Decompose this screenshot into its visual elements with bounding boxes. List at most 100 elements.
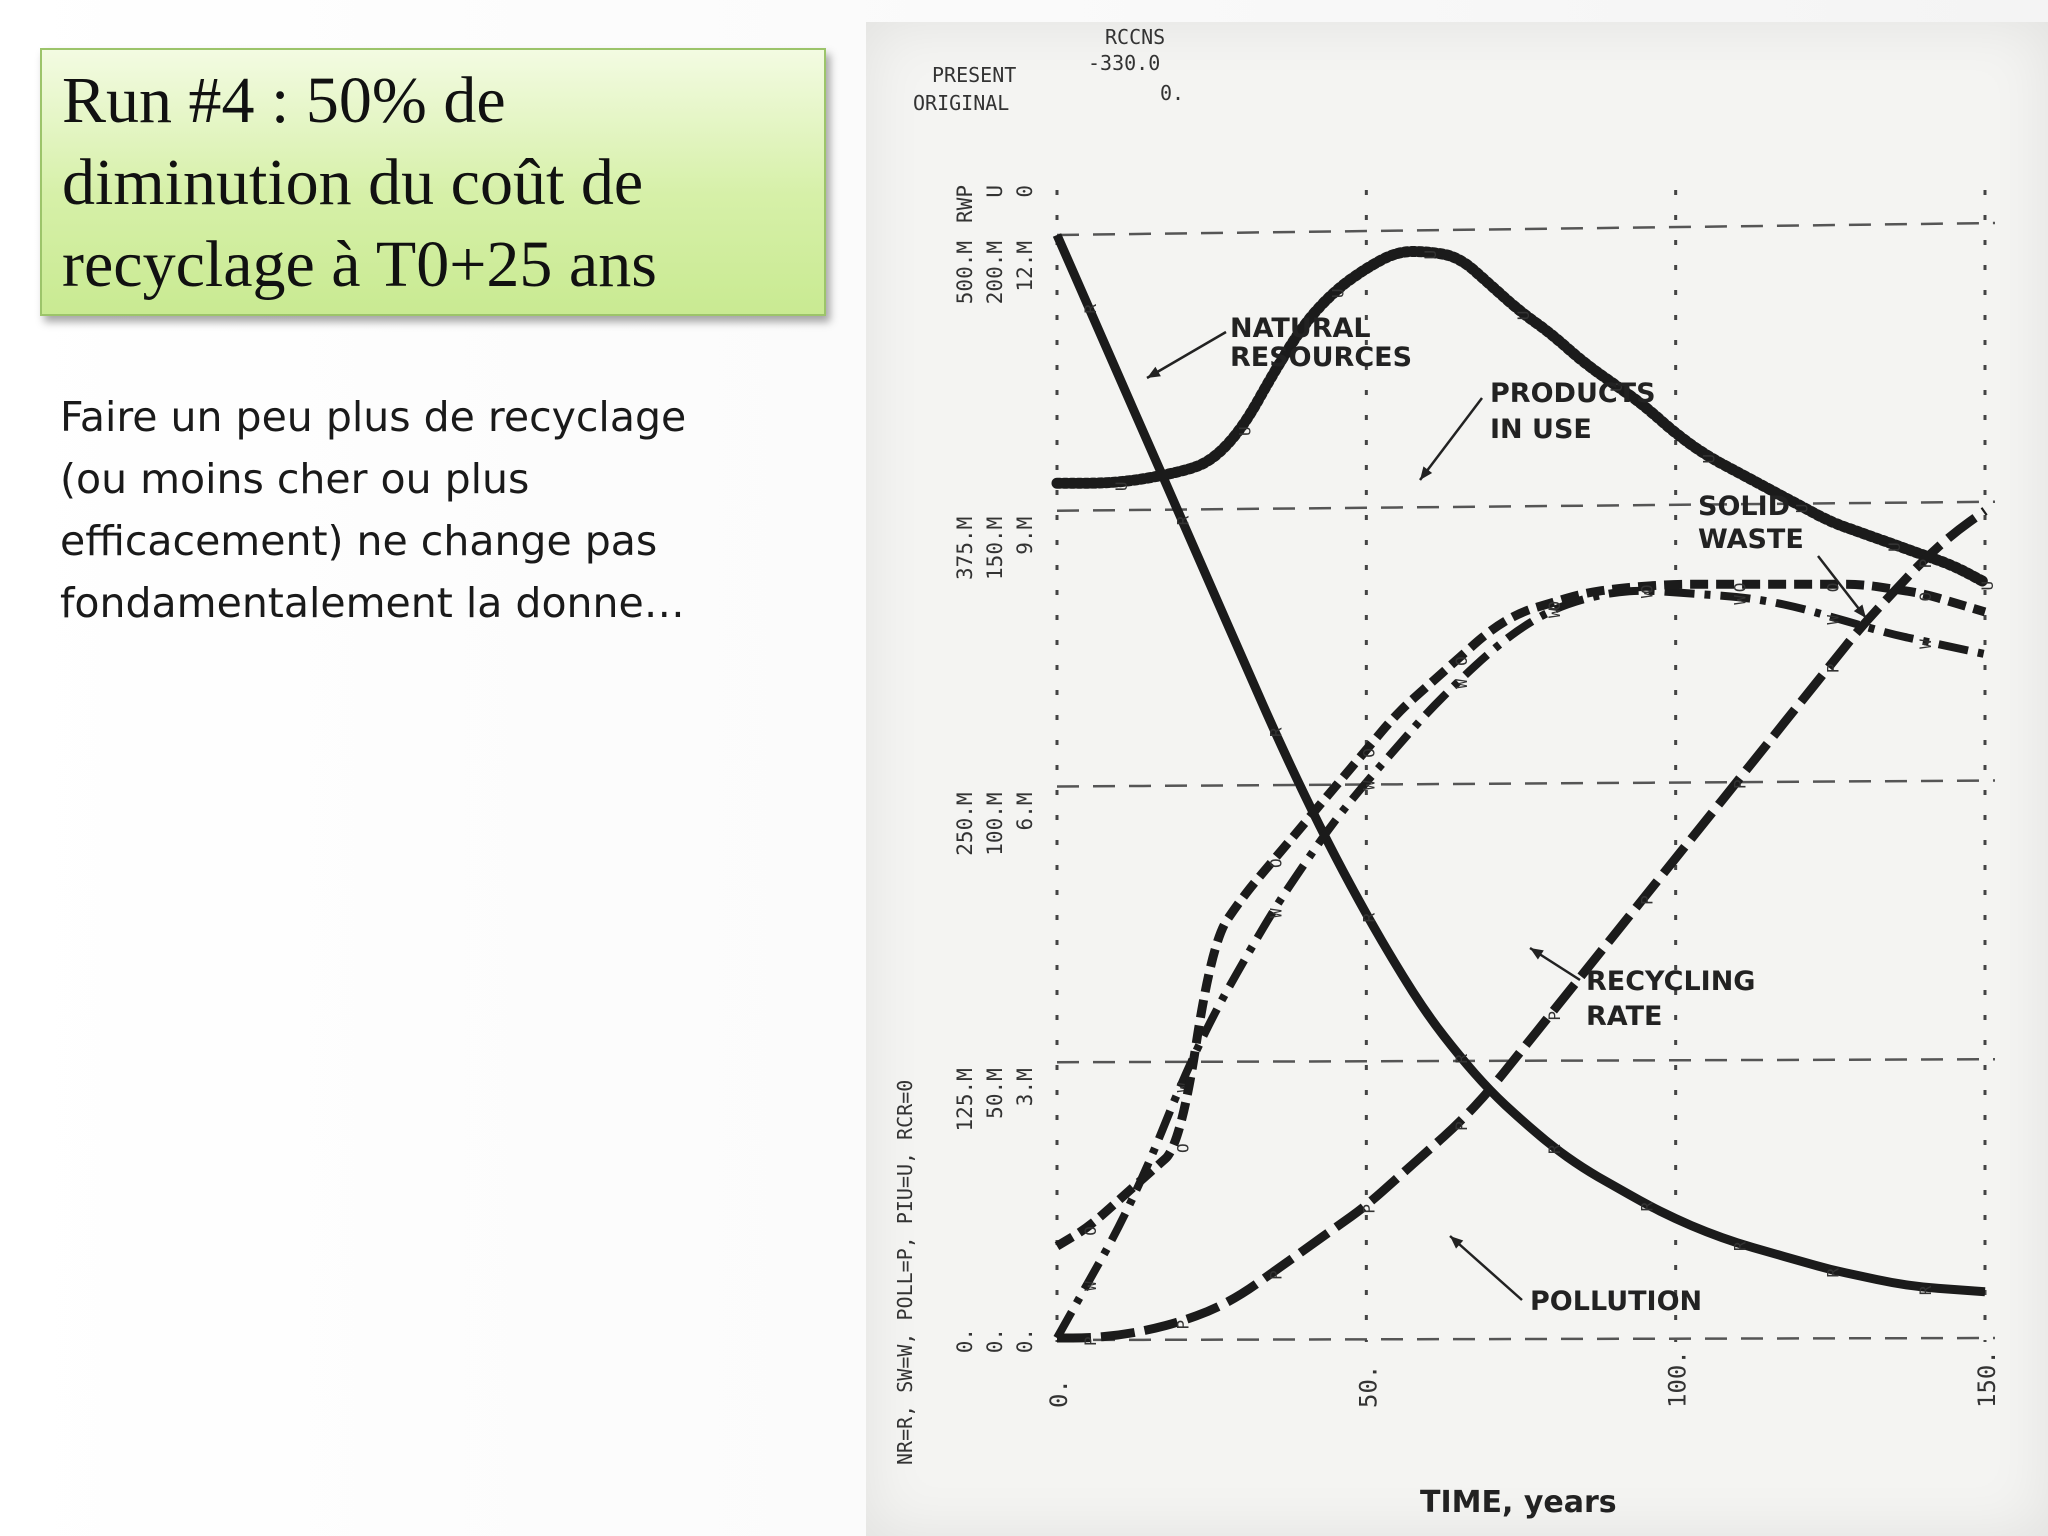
leader-line-2	[1817, 555, 1867, 619]
x-tick-label: 150.	[1973, 1350, 2001, 1408]
x-tick-label: 100.	[1664, 1350, 1692, 1408]
series-marker: U	[1236, 426, 1255, 436]
y-unit-label: U	[983, 185, 1007, 198]
x-tick-label: 50.	[1354, 1365, 1382, 1408]
y-tick-label: 6.M	[1013, 793, 1037, 831]
header-param: RCCNS	[1105, 25, 1165, 49]
slide-title: Run #4 : 50% de diminution du coût de re…	[62, 64, 657, 301]
leader-arrowhead-0	[1147, 366, 1161, 378]
y-legend: NR=R, SW=W, POLL=P, PIU=U, RCR=0	[893, 1080, 917, 1465]
series-marker: W	[1267, 908, 1286, 918]
y-unit-label: 0	[1013, 185, 1037, 198]
label-recycling-rate-2: RATE	[1586, 1001, 1662, 1032]
series-marker: W	[1452, 679, 1471, 689]
series-marker: O	[1638, 584, 1657, 594]
series-marker: W	[1174, 1082, 1193, 1092]
y-tick-label: 150.M	[983, 517, 1007, 580]
series-marker: P	[1174, 1320, 1193, 1330]
label-solid-waste-2: WASTE	[1698, 524, 1804, 555]
series-marker: R	[1359, 912, 1378, 922]
series-marker: O	[1174, 1143, 1193, 1153]
series-marker: O	[1359, 748, 1378, 758]
series-marker: O	[1823, 583, 1842, 593]
grid-h-3	[1056, 500, 1996, 512]
y-tick-label: 50.M	[983, 1068, 1007, 1119]
leader-arrowhead-1	[1420, 466, 1433, 480]
series-marker: U	[1700, 454, 1719, 464]
series-marker: W	[1638, 588, 1657, 598]
series-marker: O	[1267, 858, 1286, 868]
series-line-pollution	[1057, 507, 1988, 1343]
label-natural-resources-1: NATURAL	[1230, 313, 1371, 344]
chart-axes: RCCNS PRESENT -330.0 ORIGINAL 0. TIME, y…	[893, 25, 2001, 1520]
grid-h-1	[1056, 1058, 1996, 1064]
series-marker: P	[1731, 779, 1750, 789]
label-solid-waste-1: SOLID	[1698, 491, 1790, 522]
title-box: Run #4 : 50% de diminution du coût de re…	[40, 48, 826, 316]
series-marker: U	[1328, 289, 1347, 299]
leader-line-0	[1146, 330, 1227, 380]
header-present-value: -330.0	[1088, 51, 1160, 75]
grid-h-2	[1056, 779, 1996, 788]
y-tick-label: 125.M	[953, 1068, 977, 1131]
series-marker: W	[1916, 639, 1935, 649]
series-marker: R	[1916, 1285, 1935, 1295]
series-marker: P	[1267, 1270, 1286, 1280]
series-line-natural-resources	[1052, 233, 1986, 1297]
series-marker: U	[1514, 311, 1533, 321]
y-tick-label: 375.M	[953, 517, 977, 580]
leader-line-1	[1419, 397, 1483, 481]
series-marker: O	[1916, 592, 1935, 602]
series-marker: R	[1545, 1144, 1564, 1154]
series-marker: U	[1421, 250, 1440, 260]
series-marker: P	[1081, 1336, 1100, 1346]
series-marker: R	[1081, 304, 1100, 314]
series-marker: P	[1823, 664, 1842, 674]
series-line-solid-waste	[1053, 586, 1986, 1340]
y-tick-label: 500.M	[953, 241, 977, 304]
series-marker: R	[1823, 1268, 1842, 1278]
series-marker: R	[1452, 1054, 1471, 1064]
y-tick-label: 0.	[983, 1328, 1007, 1353]
y-tick-label: 9.M	[1013, 517, 1037, 555]
y-tick-label: 3.M	[1013, 1068, 1037, 1106]
series-marker: R	[1267, 727, 1286, 737]
series-marker: U	[1792, 504, 1811, 514]
series-marker: P	[1545, 1011, 1564, 1021]
series-marker: W	[1081, 1281, 1100, 1291]
leader-line-4	[1449, 1235, 1523, 1301]
series-marker: O	[1081, 1226, 1100, 1236]
label-natural-resources-2: RESOURCES	[1230, 342, 1412, 373]
header-original-label: ORIGINAL	[913, 91, 1009, 115]
x-axis-label: TIME, years	[1420, 1485, 1617, 1520]
series-marker: U	[1112, 482, 1131, 492]
series-marker: W	[1359, 780, 1378, 790]
series-marker: R	[1174, 515, 1193, 525]
grid-h-0	[1056, 1336, 1996, 1342]
series-marker: U	[1885, 542, 1904, 552]
chart-grid	[1055, 190, 1996, 1342]
y-tick-label: 12.M	[1013, 241, 1037, 292]
series-marker: W	[1823, 615, 1842, 625]
series-marker: O	[1452, 656, 1471, 666]
leader-arrowhead-3	[1530, 948, 1544, 960]
series-marker: P	[1359, 1204, 1378, 1214]
y-unit-label: RWP	[953, 185, 977, 223]
series-marker: O	[1545, 601, 1564, 611]
header-original-value: 0.	[1160, 81, 1184, 105]
series-marker: U	[1978, 581, 1997, 591]
y-tick-label: 0.	[953, 1328, 977, 1353]
chart-series-labels: NATURAL RESOURCES PRODUCTS IN USE SOLID …	[1146, 313, 1867, 1317]
series-marker: W	[1731, 595, 1750, 605]
chart-photo-panel	[866, 22, 2048, 1536]
y-tick-label: 100.M	[983, 793, 1007, 856]
label-leader-lines	[1146, 330, 1867, 1301]
x-tick-label: 0.	[1045, 1379, 1073, 1408]
y-tick-label: 200.M	[983, 241, 1007, 304]
series-marker: P	[1916, 559, 1935, 569]
leader-arrowhead-2	[1853, 604, 1866, 618]
series-line-products-in-use	[1051, 246, 1991, 588]
slide-body-text: Faire un peu plus de recyclage (ou moins…	[60, 393, 687, 627]
header-present-label: PRESENT	[932, 63, 1016, 87]
series-marker: U	[1607, 382, 1626, 392]
